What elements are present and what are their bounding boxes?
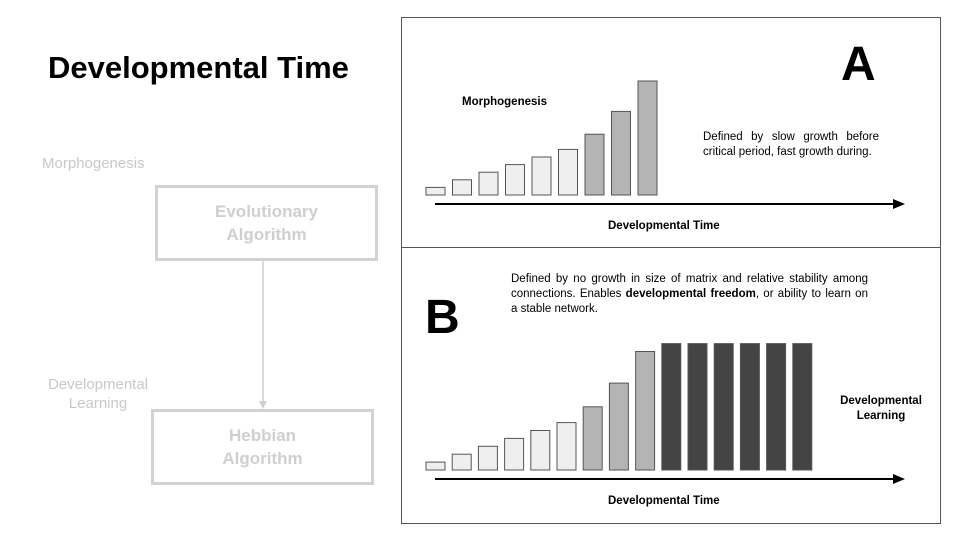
panel-a-description: Defined by slow growth before critical p… (703, 131, 879, 158)
panel-b-desc-bold: developmental freedom (625, 288, 756, 300)
hebbian-algorithm-box: Hebbian Algorithm (151, 409, 374, 485)
connector-arrow (259, 261, 267, 409)
panel-b-bar (477, 445, 498, 471)
panel-a-bar (505, 164, 525, 196)
panel-b-bar (635, 351, 656, 471)
panel-b-bar (766, 343, 787, 471)
devlearn-label-line2: Learning (68, 395, 128, 412)
panel-b-bar (713, 343, 734, 471)
panel-b-bars (425, 343, 813, 471)
panel-b-letter: B (425, 291, 460, 344)
panel-a-bar (478, 171, 499, 196)
panel-a-axis-arrowhead (893, 199, 905, 209)
panel-a-bar (558, 148, 578, 196)
panel-b-desc-pre: Defined by no growth in size of matrix a… (511, 273, 868, 300)
panel-a-bar (637, 80, 658, 196)
panel-a-title: Morphogenesis (462, 96, 547, 108)
panel-b-bar (556, 422, 577, 471)
panel-b-bar (739, 343, 760, 471)
panel-a-bar (584, 133, 605, 196)
panel-b-bar (451, 453, 472, 471)
panel-b-axis-arrowhead (893, 474, 905, 484)
panel-a-bar (425, 186, 446, 196)
panel-b-bar (792, 343, 813, 471)
panel-a-bar (452, 179, 472, 196)
panel-b (401, 247, 941, 524)
panel-b-bar (661, 343, 682, 471)
panel-a-axis-label: Developmental Time (608, 220, 720, 232)
panel-b-bar (425, 461, 446, 471)
hebb-box-line2: Algorithm (222, 449, 303, 468)
devlearn-label-line1: Developmental (47, 376, 149, 393)
panel-a-bar (531, 156, 552, 196)
panel-b-bar (582, 406, 603, 471)
panel-b-description: Defined by no growth in size of matrix a… (511, 272, 868, 317)
panel-b-bar (687, 343, 708, 471)
evo-box-line1: Evolutionary (215, 202, 318, 221)
panel-b-devlearn-label: Developmental Learning (825, 394, 937, 424)
panel-a-bars (425, 80, 658, 196)
morphogenesis-label: Morphogenesis (42, 155, 145, 172)
evo-box-line2: Algorithm (226, 225, 307, 244)
hebb-box-line1: Hebbian (228, 426, 297, 445)
panel-b-bar (608, 382, 629, 471)
page-title: Developmental Time (48, 50, 349, 85)
panel-a-letter: A (841, 38, 876, 91)
evolutionary-algorithm-box: Evolutionary Algorithm (155, 185, 378, 261)
panel-a-bar (611, 110, 631, 196)
panel-b-bar (530, 430, 551, 471)
panel-b-devlearn-line1: Developmental (840, 395, 922, 407)
panel-b-desc-post: , or ability to learn on a stable networ… (511, 288, 868, 315)
developmental-learning-label: Developmental Learning (43, 375, 153, 413)
panel-b-devlearn-line2: Learning (856, 410, 906, 422)
panel-b-axis-label: Developmental Time (608, 495, 720, 507)
panel-b-bar (504, 437, 525, 471)
